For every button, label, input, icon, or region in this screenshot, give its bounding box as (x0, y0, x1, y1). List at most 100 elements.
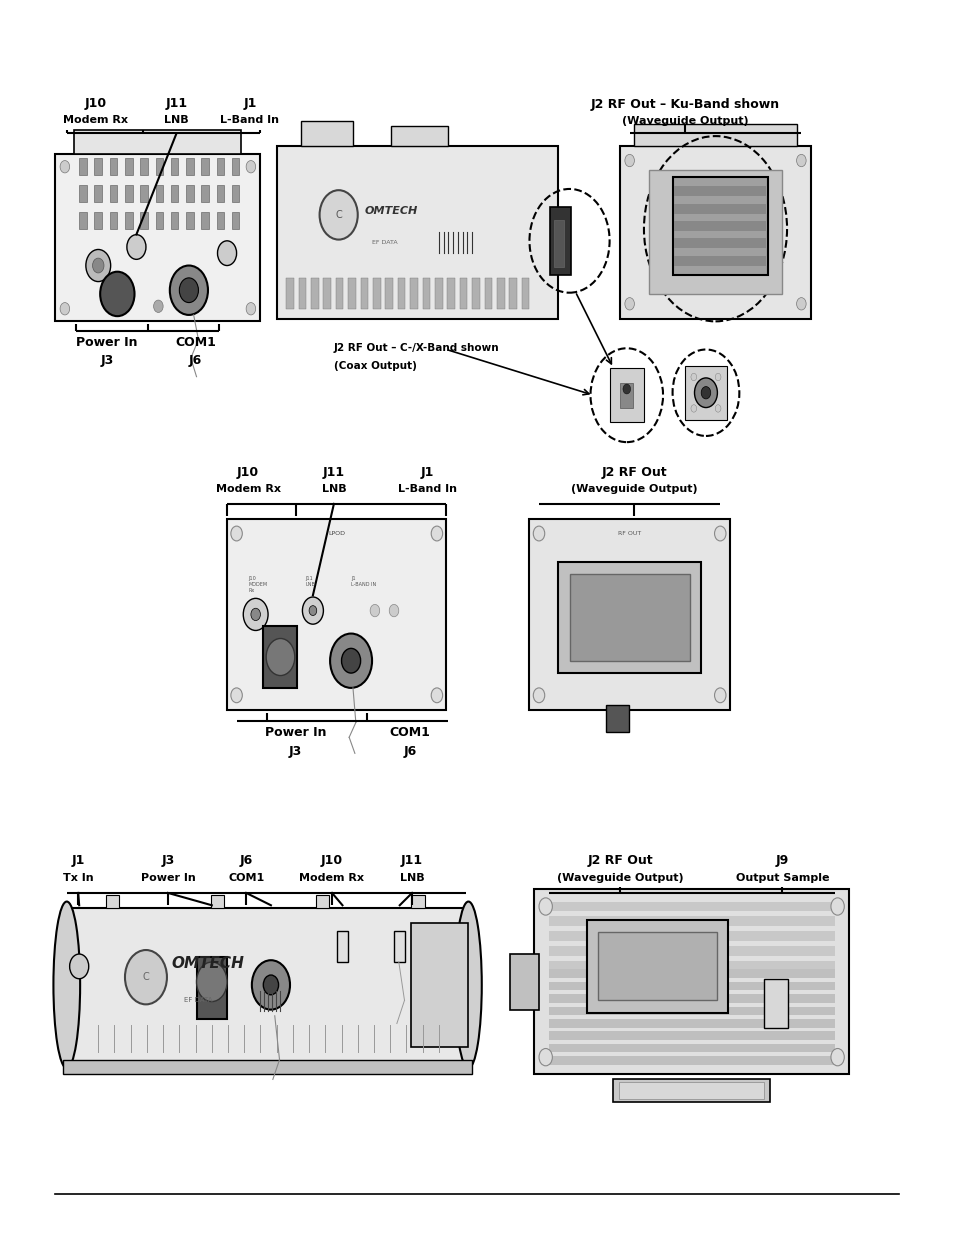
Text: LNB: LNB (321, 484, 346, 494)
Bar (411, 923, 468, 1047)
Circle shape (538, 898, 552, 915)
Text: J1: J1 (71, 853, 85, 867)
Circle shape (179, 278, 198, 303)
Circle shape (231, 688, 242, 703)
Circle shape (217, 241, 236, 266)
Bar (548, 902, 834, 911)
Bar (286, 278, 294, 309)
Bar (619, 383, 633, 408)
Text: J1
L-BAND IN: J1 L-BAND IN (351, 576, 375, 587)
Text: J6: J6 (403, 745, 416, 758)
Circle shape (622, 384, 630, 394)
Bar (140, 158, 148, 175)
Bar (227, 519, 446, 710)
Text: C: C (335, 210, 342, 220)
Bar (63, 1060, 472, 1074)
Text: (Coax Output): (Coax Output) (334, 361, 416, 370)
Circle shape (196, 962, 227, 1002)
Bar (186, 212, 193, 230)
Bar (323, 278, 331, 309)
Bar (348, 278, 355, 309)
Circle shape (830, 1049, 843, 1066)
Text: (Waveguide Output): (Waveguide Output) (571, 484, 697, 494)
Bar (201, 212, 209, 230)
Bar (534, 889, 848, 1074)
Bar (521, 278, 529, 309)
Bar (618, 1082, 763, 1099)
Bar (510, 953, 538, 1010)
Bar (411, 895, 424, 908)
Text: Power In: Power In (76, 336, 137, 350)
Bar (201, 185, 209, 203)
Bar (472, 278, 479, 309)
Text: COM1: COM1 (390, 726, 430, 740)
Bar (106, 895, 119, 908)
Bar (548, 1056, 834, 1065)
Text: L-Band In: L-Band In (397, 484, 456, 494)
Bar (336, 931, 348, 962)
Bar (529, 519, 729, 710)
Ellipse shape (53, 902, 80, 1068)
Text: Modem Rx: Modem Rx (63, 115, 128, 125)
Bar (196, 957, 227, 1019)
Circle shape (302, 597, 323, 624)
Text: J11: J11 (400, 853, 423, 867)
Bar (548, 916, 834, 926)
Circle shape (153, 300, 163, 312)
Bar (311, 278, 318, 309)
Bar (94, 212, 102, 230)
Bar (186, 185, 193, 203)
Text: Power In: Power In (140, 873, 195, 883)
Bar (410, 278, 417, 309)
Bar (373, 278, 380, 309)
Bar (548, 969, 834, 978)
Bar (548, 994, 834, 1003)
Bar (110, 185, 117, 203)
Bar (634, 124, 796, 146)
Text: J3: J3 (289, 745, 302, 758)
Bar (186, 158, 193, 175)
Bar (232, 212, 239, 230)
Text: J11: J11 (165, 96, 188, 110)
Text: EF DATA: EF DATA (372, 240, 397, 245)
Text: J11: J11 (322, 466, 345, 479)
Bar (216, 185, 224, 203)
Bar (397, 278, 405, 309)
Text: LPOD: LPOD (328, 531, 345, 536)
Text: (Waveguide Output): (Waveguide Output) (557, 873, 682, 883)
Bar (125, 158, 132, 175)
Circle shape (243, 599, 268, 630)
Bar (447, 278, 455, 309)
Text: COM1: COM1 (228, 873, 264, 883)
Circle shape (127, 235, 146, 259)
Bar (155, 158, 163, 175)
Text: J2 RF Out: J2 RF Out (601, 466, 666, 479)
Text: Output Sample: Output Sample (735, 873, 828, 883)
Text: J1: J1 (420, 466, 434, 479)
Circle shape (231, 526, 242, 541)
Bar (79, 185, 87, 203)
Circle shape (538, 1049, 552, 1066)
Bar (548, 1044, 834, 1052)
Bar (554, 220, 563, 267)
Text: J10: J10 (236, 466, 259, 479)
Bar (67, 908, 468, 1062)
Bar (79, 212, 87, 230)
Circle shape (319, 190, 357, 240)
Text: J11
LNB: J11 LNB (305, 576, 314, 587)
Circle shape (533, 526, 544, 541)
Bar (459, 278, 467, 309)
Text: OMTECH: OMTECH (172, 956, 244, 971)
Circle shape (170, 266, 208, 315)
Circle shape (830, 898, 843, 915)
Bar (94, 158, 102, 175)
Bar (548, 1019, 834, 1028)
Circle shape (246, 161, 255, 173)
Circle shape (694, 378, 717, 408)
Text: J10: J10 (320, 853, 343, 867)
Circle shape (690, 373, 696, 380)
Bar (74, 130, 241, 154)
Circle shape (252, 961, 290, 1010)
Bar (110, 212, 117, 230)
Bar (55, 154, 260, 321)
